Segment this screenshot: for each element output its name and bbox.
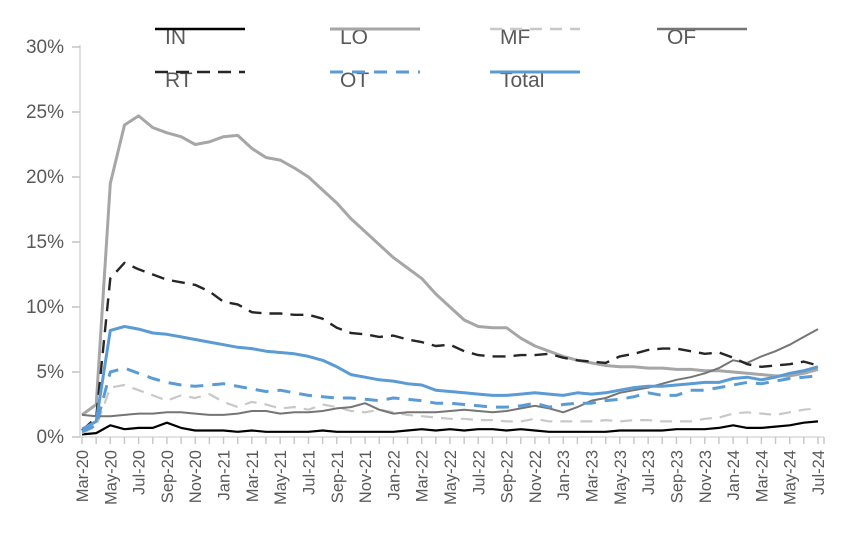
x-tick-label: Mar-23 [584, 450, 602, 502]
legend-item-RT: RT [155, 68, 245, 94]
x-tick-label: Sep-20 [159, 450, 177, 503]
legend-item-Total: Total [490, 68, 580, 94]
x-tick-label: Jul-22 [470, 450, 488, 495]
x-tick-label: Sep-21 [329, 450, 347, 503]
x-tick-label: Nov-20 [187, 450, 205, 503]
y-tick-label: 10% [26, 297, 64, 318]
legend-label-RT: RT [165, 69, 193, 92]
legend-swatch-OF [657, 27, 747, 31]
series-line-OT [81, 366, 819, 434]
legend-label-OT: OT [340, 69, 370, 92]
x-tick-label: Sep-22 [499, 450, 517, 503]
y-tick-label: 25% [26, 102, 64, 123]
x-tick-label: May-20 [102, 450, 120, 505]
x-tick-label: Jan-24 [725, 450, 743, 500]
y-tick-label: 0% [37, 427, 65, 448]
legend-label-IN: IN [165, 26, 186, 49]
x-tick-label: May-21 [272, 450, 290, 505]
legend-item-OT: OT [330, 68, 420, 94]
x-tick-label: Mar-21 [244, 450, 262, 502]
x-tick-label: Mar-24 [753, 450, 771, 502]
x-tick-label: Mar-20 [74, 450, 92, 502]
legend-swatch-OT [330, 70, 420, 74]
series-line-Total [81, 325, 819, 431]
y-tick-label: 20% [26, 167, 64, 188]
legend-item-MF: MF [490, 25, 580, 51]
series-line-OF [81, 328, 819, 418]
x-tick-label: Nov-23 [697, 450, 715, 503]
legend-swatch-MF [490, 27, 580, 31]
x-tick-label: Nov-22 [527, 450, 545, 503]
x-tick-label: May-23 [612, 450, 630, 505]
legend-item-LO: LO [330, 25, 420, 51]
legend-label-MF: MF [500, 26, 531, 49]
legend-swatch-LO [330, 27, 420, 31]
x-tick-label: Sep-23 [668, 450, 686, 503]
legend-label-Total: Total [500, 69, 545, 92]
x-tick-label: Jul-24 [810, 450, 828, 495]
x-tick-label: Mar-22 [414, 450, 432, 502]
series-line-IN [81, 420, 819, 436]
x-tick-label: Jul-23 [640, 450, 658, 495]
series-line-MF [81, 383, 819, 435]
legend-swatch-Total [490, 70, 580, 74]
x-tick-label: May-24 [782, 450, 800, 505]
x-tick-label: Nov-21 [357, 450, 375, 503]
legend-swatch-RT [155, 70, 245, 74]
x-tick-label: Jan-21 [216, 450, 234, 500]
x-tick-label: Jan-23 [555, 450, 573, 500]
legend-label-LO: LO [340, 26, 369, 49]
series-line-LO [81, 114, 819, 417]
x-tick-label: Jul-21 [300, 450, 318, 495]
y-tick-label: 15% [26, 232, 64, 253]
legend-swatch-IN [155, 27, 245, 31]
series-line-RT [81, 261, 819, 432]
legend-label-OF: OF [667, 26, 697, 49]
x-tick-label: May-22 [442, 450, 460, 505]
x-tick-label: Jul-20 [131, 450, 149, 495]
y-tick-label: 30% [26, 37, 64, 58]
legend-item-IN: IN [155, 25, 245, 51]
y-tick-label: 5% [37, 362, 65, 383]
legend-item-OF: OF [657, 25, 747, 51]
x-tick-label: Jan-22 [385, 450, 403, 500]
